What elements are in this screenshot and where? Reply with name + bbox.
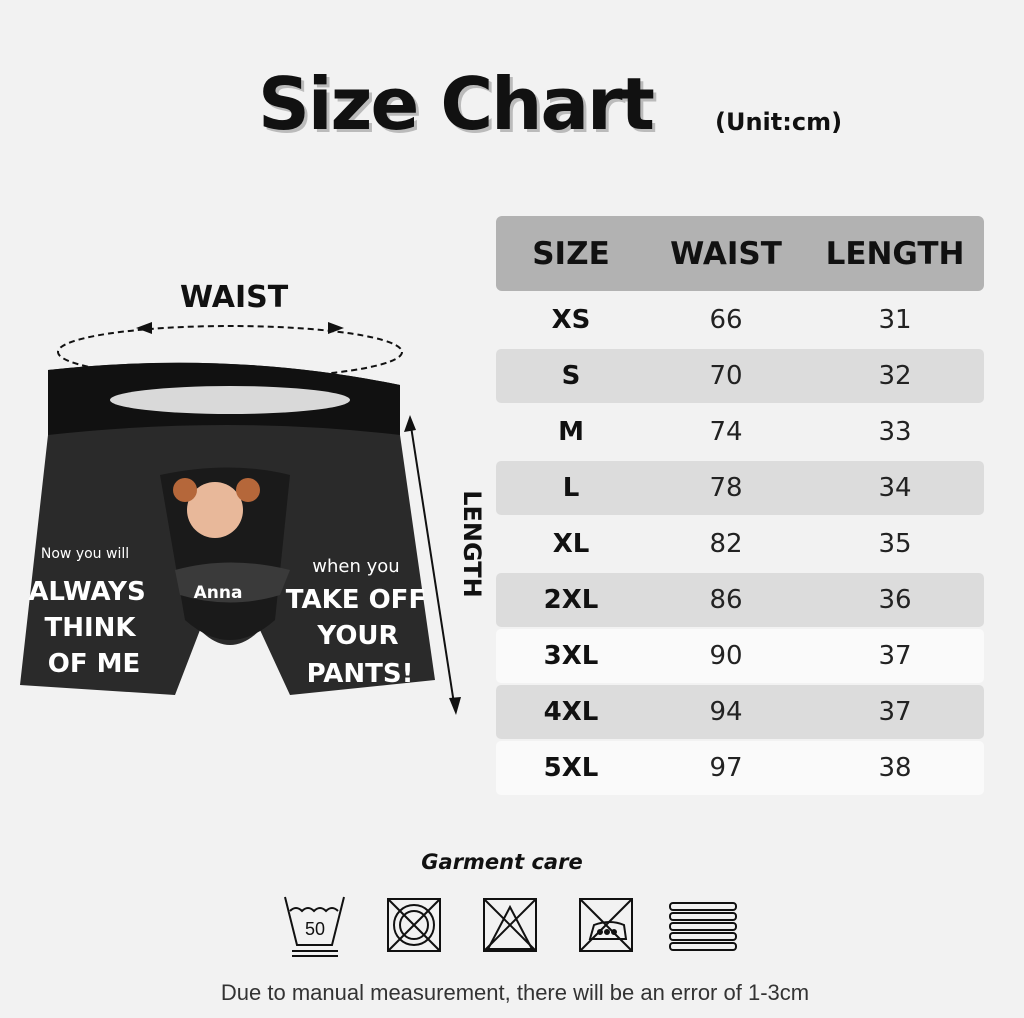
table-row: 4XL 94 37 bbox=[496, 685, 984, 739]
cell-waist: 66 bbox=[709, 305, 743, 335]
cell-length: 37 bbox=[878, 641, 912, 671]
cell-size: 3XL bbox=[543, 641, 599, 671]
cell-length: 33 bbox=[878, 417, 912, 447]
waist-label: WAIST bbox=[180, 280, 289, 315]
header-length: LENGTH bbox=[825, 235, 965, 272]
header-waist: WAIST bbox=[670, 235, 782, 272]
no-iron-icon bbox=[579, 898, 633, 952]
cell-length: 31 bbox=[878, 305, 912, 335]
cell-length: 37 bbox=[878, 697, 912, 727]
cell-length: 35 bbox=[878, 529, 912, 559]
cell-size: XS bbox=[551, 305, 591, 335]
table-row: XS 66 31 bbox=[496, 293, 984, 347]
no-bleach-icon bbox=[483, 898, 537, 952]
cell-waist: 90 bbox=[709, 641, 743, 671]
cell-waist: 97 bbox=[709, 753, 743, 783]
cell-waist: 74 bbox=[709, 417, 743, 447]
cell-size: S bbox=[561, 361, 581, 391]
length-arrow bbox=[404, 415, 461, 715]
cell-waist: 86 bbox=[709, 585, 743, 615]
svg-text:50: 50 bbox=[305, 919, 325, 939]
table-row: XL 82 35 bbox=[496, 517, 984, 571]
cell-size: M bbox=[558, 417, 584, 447]
size-table: SIZE WAIST LENGTH XS 66 31 S 70 32 M 74 33 L 78 34 X… bbox=[496, 216, 984, 795]
left-text-1: Now you will bbox=[41, 546, 129, 562]
cell-size: 5XL bbox=[543, 753, 599, 783]
right-text-4: PANTS! bbox=[307, 659, 414, 689]
cell-length: 34 bbox=[878, 473, 912, 503]
page-title: Size Chart bbox=[258, 62, 655, 146]
wash-50-icon: 50 bbox=[284, 896, 345, 957]
cell-waist: 78 bbox=[709, 473, 743, 503]
table-row: S 70 32 bbox=[496, 349, 984, 403]
left-text-2: ALWAYS bbox=[28, 577, 145, 607]
table-row: M 74 33 bbox=[496, 405, 984, 459]
no-dry-clean-icon bbox=[387, 898, 441, 952]
unit-label: (Unit:cm) bbox=[715, 108, 843, 136]
cell-size: L bbox=[562, 473, 580, 503]
cell-size: 4XL bbox=[543, 697, 599, 727]
waist-arrow bbox=[57, 322, 403, 379]
left-text-3: THINK bbox=[44, 613, 136, 643]
boxer-illustration: Anna Now you will ALWAYS THINK OF ME whe… bbox=[20, 322, 461, 715]
cell-waist: 70 bbox=[709, 361, 743, 391]
header-size: SIZE bbox=[532, 235, 610, 272]
cell-size: XL bbox=[552, 529, 590, 559]
measurement-note: Due to manual measurement, there will be… bbox=[220, 980, 810, 1005]
table-header: SIZE WAIST LENGTH bbox=[496, 216, 984, 291]
name-text: Anna bbox=[194, 583, 243, 603]
left-text-4: OF ME bbox=[48, 649, 141, 679]
cell-length: 32 bbox=[878, 361, 912, 391]
cell-waist: 82 bbox=[709, 529, 743, 559]
face-photo bbox=[187, 482, 243, 538]
cell-waist: 94 bbox=[709, 697, 743, 727]
cell-length: 38 bbox=[878, 753, 912, 783]
cell-length: 36 bbox=[878, 585, 912, 615]
garment-care-title: Garment care bbox=[421, 850, 583, 874]
care-icons: 50 bbox=[284, 896, 737, 957]
right-text-2: TAKE OFF bbox=[286, 585, 426, 615]
cell-size: 2XL bbox=[543, 585, 599, 615]
table-row: L 78 34 bbox=[496, 461, 984, 515]
table-row: 5XL 97 38 bbox=[496, 741, 984, 795]
right-text-1: when you bbox=[312, 556, 399, 577]
dry-flat-icon bbox=[669, 902, 737, 951]
right-text-3: YOUR bbox=[316, 621, 398, 651]
table-row: 3XL 90 37 bbox=[496, 629, 984, 683]
table-row: 2XL 86 36 bbox=[496, 573, 984, 627]
